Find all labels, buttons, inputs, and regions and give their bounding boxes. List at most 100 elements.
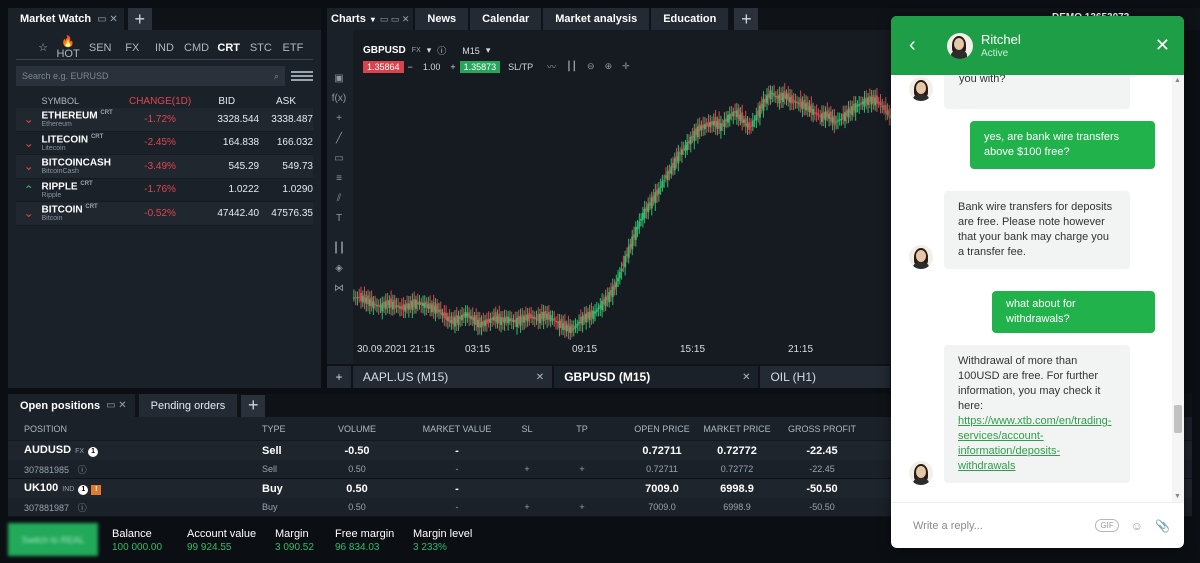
- close-icon[interactable]: ✕: [1154, 35, 1170, 55]
- add-sl-icon[interactable]: +: [524, 464, 530, 474]
- tab-oil[interactable]: OIL (H1): [760, 366, 891, 388]
- chevron-down-icon[interactable]: ⌄: [23, 135, 34, 150]
- crosshair-icon[interactable]: +: [336, 112, 342, 124]
- ask-cell[interactable]: 1.0290: [282, 184, 313, 196]
- col-type[interactable]: TYPE: [262, 423, 286, 434]
- window-controls-icon[interactable]: ▭ ▭ ✕: [379, 13, 410, 24]
- chevron-down-icon[interactable]: ⌄: [23, 112, 34, 127]
- bid-cell[interactable]: 545.29: [228, 160, 260, 172]
- add-tp-icon[interactable]: +: [579, 502, 585, 512]
- close-icon[interactable]: ✕: [535, 371, 545, 383]
- tab-aapl[interactable]: AAPL.US (M15) ✕: [352, 366, 553, 388]
- bid-cell[interactable]: 3328.544: [217, 113, 260, 125]
- category-stc[interactable]: STC: [249, 41, 272, 54]
- info-icon[interactable]: ⓘ: [437, 46, 447, 56]
- candles-icon[interactable]: ┃┃: [566, 61, 578, 71]
- category-ind[interactable]: IND: [154, 41, 174, 54]
- category-fx[interactable]: FX: [125, 41, 140, 54]
- close-icon[interactable]: ✕: [742, 371, 751, 383]
- sltp-button[interactable]: SL/TP: [508, 61, 534, 72]
- chevron-down-icon[interactable]: ▾: [485, 45, 491, 55]
- tab-calendar[interactable]: Calendar: [470, 8, 542, 30]
- tab-pending-orders[interactable]: Pending orders: [138, 394, 238, 417]
- col-tp[interactable]: TP: [576, 423, 588, 434]
- tab-market-analysis[interactable]: Market analysis: [543, 8, 650, 30]
- col-change[interactable]: CHANGE(1D): [128, 95, 192, 107]
- add-sl-icon[interactable]: +: [524, 502, 530, 512]
- window-controls-icon[interactable]: ▭ ✕: [106, 400, 127, 411]
- indicator-icon[interactable]: f(x): [331, 92, 347, 104]
- ask-cell[interactable]: 47576.35: [271, 207, 313, 219]
- col-volume[interactable]: VOLUME: [337, 423, 376, 434]
- line-tool-icon[interactable]: ╱: [335, 132, 343, 144]
- category-hot[interactable]: 🔥HOT: [52, 35, 84, 60]
- zoom-in-icon[interactable]: ⊕: [604, 61, 613, 71]
- favorites-tab[interactable]: ☆: [38, 42, 48, 54]
- col-sl[interactable]: SL: [521, 423, 533, 434]
- gif-button[interactable]: GIF: [1095, 519, 1119, 532]
- timeframe-select[interactable]: M15: [462, 45, 480, 56]
- tab-open-positions[interactable]: Open positions ▭ ✕: [8, 394, 135, 417]
- deposits-withdrawals-link[interactable]: https://www.xtb.com/en/trading-services/…: [958, 415, 1112, 472]
- chat-messages[interactable]: you with? yes, are bank wire transfers a…: [891, 75, 1172, 502]
- share-icon[interactable]: ⋈: [334, 282, 344, 294]
- crosshair-icon[interactable]: ✛: [622, 61, 630, 71]
- switch-account-button[interactable]: Switch to REAL: [8, 523, 98, 556]
- col-symbol[interactable]: SYMBOL: [41, 96, 79, 106]
- instrument-name[interactable]: GBPUSD: [363, 45, 406, 56]
- add-chart-button[interactable]: +: [327, 366, 351, 388]
- scroll-down-icon[interactable]: ▼: [1174, 493, 1181, 500]
- add-tab-button[interactable]: +: [241, 394, 266, 417]
- scrollbar-thumb[interactable]: [1174, 405, 1182, 433]
- sell-button[interactable]: 1.35864: [363, 60, 404, 73]
- reply-input[interactable]: Write a reply...: [913, 519, 983, 532]
- rectangle-tool-icon[interactable]: ▭: [334, 152, 344, 164]
- tab-education[interactable]: Education: [651, 8, 729, 30]
- fibonacci-icon[interactable]: ≡: [336, 172, 342, 184]
- market-watch-row[interactable]: ⌄ BITCOIN CRT Bitcoin -0.52% 47442.40 475…: [16, 202, 313, 226]
- info-icon[interactable]: ⓘ: [77, 464, 87, 475]
- chevron-down-icon[interactable]: ⌄: [23, 206, 34, 221]
- tab-news[interactable]: News: [415, 8, 469, 30]
- category-sen[interactable]: SEN: [88, 41, 112, 54]
- col-bid[interactable]: BID: [218, 95, 236, 107]
- col-position[interactable]: POSITION: [24, 423, 68, 434]
- chevron-down-icon[interactable]: ▾: [426, 45, 432, 55]
- back-arrow-icon[interactable]: ‹: [909, 34, 916, 56]
- list-view-icon[interactable]: [291, 66, 313, 86]
- symbol-search-input[interactable]: Search e.g. EURUSD ⌕: [16, 66, 285, 86]
- add-panel-button[interactable]: +: [127, 8, 152, 30]
- category-cmd[interactable]: CMD: [184, 41, 210, 54]
- col-market-value[interactable]: MARKET VALUE: [422, 423, 492, 434]
- ask-cell[interactable]: 3338.487: [271, 113, 313, 125]
- volume-input[interactable]: 1.00: [422, 61, 441, 72]
- category-crt[interactable]: CRT: [217, 41, 240, 54]
- chevron-up-icon[interactable]: ⌃: [23, 182, 34, 197]
- add-tab-button[interactable]: +: [734, 8, 759, 30]
- chat-scrollbar[interactable]: ▲ ▼: [1172, 75, 1184, 502]
- layers-icon[interactable]: ◈: [335, 262, 343, 274]
- chevron-down-icon[interactable]: ⌄: [23, 159, 34, 174]
- market-watch-row[interactable]: ⌄ ETHEREUM CRT Ethereum -1.72% 3328.544 3…: [16, 108, 313, 132]
- bid-cell[interactable]: 47442.40: [217, 207, 260, 219]
- ask-cell[interactable]: 166.032: [276, 137, 313, 149]
- trend-icon[interactable]: 〰: [547, 62, 557, 72]
- col-open-price[interactable]: OPEN PRICE: [634, 423, 690, 434]
- col-market-price[interactable]: MARKET PRICE: [703, 423, 771, 434]
- market-watch-row[interactable]: ⌄ LITECOIN CRT Litecoin -2.45% 164.838 16…: [16, 132, 313, 155]
- decrease-volume-button[interactable]: −: [407, 61, 413, 72]
- attachment-icon[interactable]: 📎: [1155, 518, 1170, 533]
- col-ask[interactable]: ASK: [276, 95, 297, 107]
- bid-cell[interactable]: 164.838: [222, 137, 260, 149]
- info-icon[interactable]: ⓘ: [77, 502, 87, 513]
- chart-area[interactable]: GBPUSD FX ▾ ⓘ M15 ▾ 1.35864 − 1.00 + 1.3…: [353, 30, 892, 364]
- emoji-icon[interactable]: ☺: [1130, 518, 1144, 533]
- text-tool-icon[interactable]: T: [335, 212, 343, 224]
- buy-button[interactable]: 1.35873: [459, 60, 501, 73]
- market-watch-row[interactable]: ⌃ RIPPLE CRT Ripple -1.76% 1.0222 1.0290: [16, 179, 313, 202]
- charts-tab[interactable]: Charts ▾ ▭ ▭ ✕: [327, 8, 414, 30]
- tab-gbpusd[interactable]: GBPUSD (M15) ✕: [554, 366, 759, 388]
- market-watch-row[interactable]: ⌄ BITCOINCASH BitcoinCash -3.49% 545.29 …: [16, 155, 313, 179]
- category-etf[interactable]: ETF: [282, 41, 304, 54]
- increase-volume-button[interactable]: +: [450, 61, 456, 72]
